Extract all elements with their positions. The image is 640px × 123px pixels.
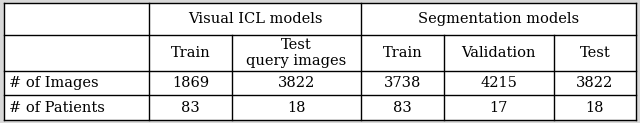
Text: # of Patients: # of Patients: [9, 101, 105, 115]
Text: 18: 18: [586, 101, 604, 115]
Text: Test
query images: Test query images: [246, 38, 347, 68]
Text: 3822: 3822: [278, 76, 315, 90]
Text: # of Images: # of Images: [9, 76, 99, 90]
Text: Visual ICL models: Visual ICL models: [188, 12, 323, 26]
Text: 1869: 1869: [172, 76, 209, 90]
Text: 83: 83: [393, 101, 412, 115]
Text: Validation: Validation: [461, 46, 536, 60]
Text: 18: 18: [287, 101, 306, 115]
Text: 3738: 3738: [384, 76, 421, 90]
Text: 83: 83: [181, 101, 200, 115]
Text: Test: Test: [579, 46, 610, 60]
Text: 17: 17: [490, 101, 508, 115]
Text: 3822: 3822: [576, 76, 613, 90]
Text: Train: Train: [383, 46, 422, 60]
Text: 4215: 4215: [480, 76, 517, 90]
Text: Train: Train: [171, 46, 211, 60]
Text: Segmentation models: Segmentation models: [418, 12, 579, 26]
